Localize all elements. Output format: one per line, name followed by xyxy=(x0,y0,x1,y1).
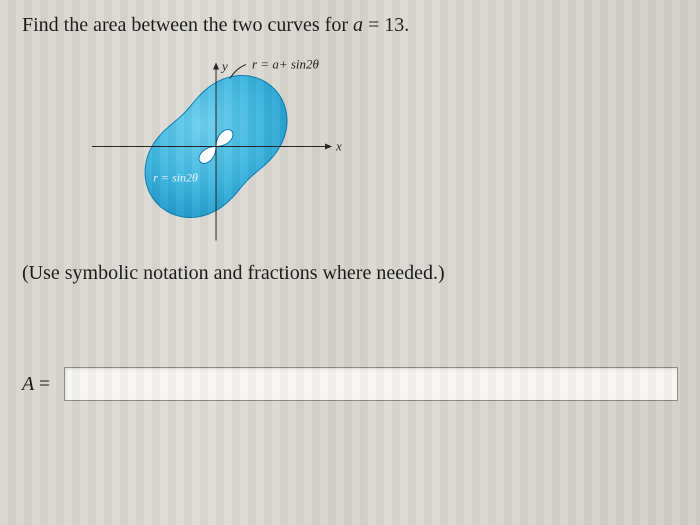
answer-var: A xyxy=(22,373,34,395)
instruction-text: (Use symbolic notation and fractions whe… xyxy=(22,262,678,285)
question-suffix: . xyxy=(404,14,409,36)
y-axis-label: y xyxy=(220,59,228,74)
question-value: 13 xyxy=(384,14,404,36)
inner-curve-label: r = sin2θ xyxy=(153,171,198,185)
x-axis-label: x xyxy=(335,139,342,154)
polar-curves-figure: y x r = a+ sin2θ r = sin2θ xyxy=(72,49,372,244)
question-prefix: Find the area between the two curves for xyxy=(22,14,353,36)
answer-eq: = xyxy=(39,373,50,395)
outer-curve-label: r = a+ sin2θ xyxy=(252,57,320,72)
question-eq: = xyxy=(363,14,384,36)
answer-label: A = xyxy=(22,373,50,396)
question-var: a xyxy=(353,14,363,36)
question-text: Find the area between the two curves for… xyxy=(22,14,678,37)
answer-row: A = xyxy=(22,367,678,401)
figure-container: y x r = a+ sin2θ r = sin2θ xyxy=(22,49,678,244)
answer-input[interactable] xyxy=(64,367,678,401)
